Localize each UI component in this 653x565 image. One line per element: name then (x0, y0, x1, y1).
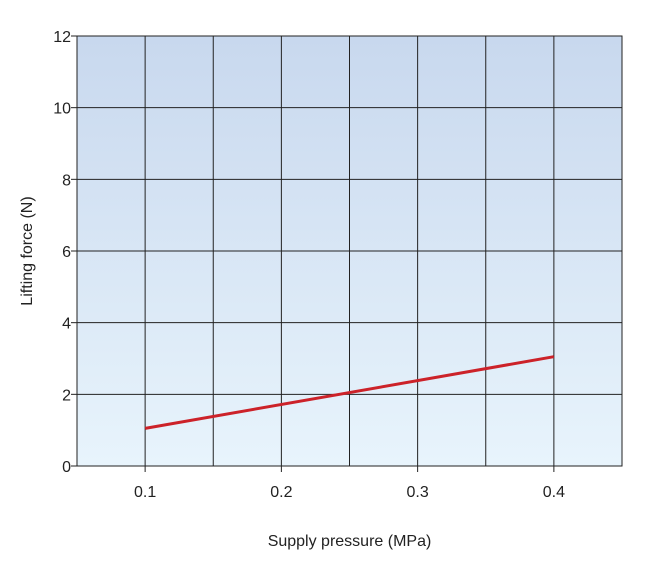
y-tick-label: 2 (62, 387, 71, 404)
series-layer (144, 355, 555, 430)
y-tick-label: 4 (62, 316, 71, 333)
y-axis-title: Lifting force (N) (19, 196, 36, 305)
y-tick-label: 6 (62, 244, 71, 261)
y-tick-label: 12 (53, 29, 71, 46)
y-tick-label: 10 (53, 101, 71, 118)
y-tick-label: 0 (62, 459, 71, 476)
y-tick-label: 8 (62, 172, 71, 189)
x-tick-label: 0.4 (543, 484, 565, 501)
y-axis-ticks: 0 2 4 6 8 10 12 (53, 29, 77, 476)
x-tick-label: 0.1 (134, 484, 156, 501)
x-tick-label: 0.2 (270, 484, 292, 501)
x-axis-ticks: 0.1 0.2 0.3 0.4 (134, 466, 565, 501)
x-axis-title: Supply pressure (MPa) (268, 533, 432, 550)
x-tick-label: 0.3 (407, 484, 429, 501)
series-line (144, 355, 555, 430)
